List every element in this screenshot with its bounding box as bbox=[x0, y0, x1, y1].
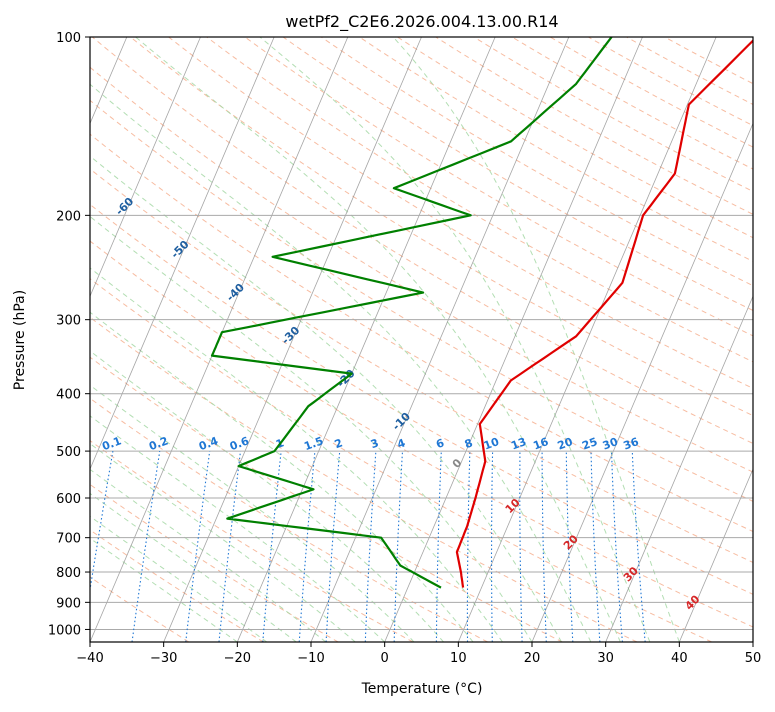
mixing-ratio-label: 0.2 bbox=[147, 434, 170, 453]
isotherm-label: -70 bbox=[58, 152, 81, 175]
x-tick-label: 40 bbox=[671, 651, 688, 666]
isotherm-label: 30 bbox=[621, 564, 641, 584]
y-tick-label: 900 bbox=[56, 596, 81, 611]
mixing-ratio-line bbox=[82, 451, 113, 642]
mixing-ratio-label: 0.4 bbox=[197, 434, 220, 453]
mixing-ratio-line bbox=[365, 451, 376, 642]
plot-area: 0.10.20.40.611.52346810131620253036-100-… bbox=[0, 20, 775, 642]
y-tick-label: 400 bbox=[56, 388, 81, 403]
x-tick-label: 10 bbox=[450, 651, 467, 666]
y-tick-label: 200 bbox=[56, 209, 81, 224]
mixing-ratio-label: 0.6 bbox=[228, 434, 251, 453]
temperature-profile-line bbox=[457, 37, 757, 588]
dry-adiabat-line bbox=[436, 37, 775, 642]
mixing-ratio-line bbox=[591, 451, 600, 642]
isotherm-line bbox=[753, 37, 775, 642]
isotherm-label: -30 bbox=[279, 324, 302, 347]
isotherm-line bbox=[458, 37, 716, 642]
mixing-ratio-line bbox=[492, 451, 493, 642]
dry-adiabat-line bbox=[0, 37, 189, 642]
mixing-ratio-label: 20 bbox=[556, 435, 575, 453]
mixing-ratio-label: 10 bbox=[482, 435, 501, 453]
y-tick-label: 600 bbox=[56, 492, 81, 507]
mixing-ratio-label: 8 bbox=[463, 436, 475, 451]
x-tick-label: −30 bbox=[150, 651, 177, 666]
y-tick-label: 1000 bbox=[48, 623, 81, 638]
isotherm-label: -40 bbox=[224, 281, 247, 304]
isotherm-label: -60 bbox=[113, 195, 136, 218]
moist-adiabat-line bbox=[393, 37, 679, 642]
mixing-ratio-label: 30 bbox=[601, 435, 620, 453]
mixing-ratio-line bbox=[467, 451, 470, 642]
x-tick-label: 0 bbox=[381, 651, 389, 666]
isotherm-line bbox=[606, 37, 775, 642]
dry-adiabat-line bbox=[0, 37, 413, 642]
dry-adiabat-line bbox=[0, 37, 488, 642]
dry-adiabat-line bbox=[359, 37, 775, 642]
x-tick-label: −40 bbox=[76, 651, 103, 666]
y-tick-label: 800 bbox=[56, 566, 81, 581]
isotherm-line bbox=[679, 37, 775, 642]
y-tick-label: 700 bbox=[56, 532, 81, 547]
dry-adiabat-line bbox=[0, 37, 775, 642]
dry-adiabat-line bbox=[665, 37, 775, 642]
isotherm-label: -10 bbox=[390, 410, 413, 433]
mixing-ratio-label: 16 bbox=[531, 435, 550, 453]
isotherm-label: 0 bbox=[450, 456, 465, 471]
moist-adiabat-line bbox=[260, 37, 650, 642]
mixing-ratio-line bbox=[132, 451, 160, 642]
moist-adiabat-line bbox=[0, 293, 237, 642]
dry-adiabat-line bbox=[283, 37, 775, 642]
y-tick-label: 300 bbox=[56, 314, 81, 329]
mixing-ratio-label: 36 bbox=[622, 435, 641, 453]
moist-adiabat-line bbox=[0, 278, 267, 642]
mixing-ratio-label: 2 bbox=[333, 436, 345, 451]
x-tick-label: −20 bbox=[224, 651, 251, 666]
mixing-ratio-label: 1.5 bbox=[302, 434, 325, 453]
y-tick-label: 100 bbox=[56, 31, 81, 46]
dry-adiabat-line bbox=[245, 37, 775, 642]
mixing-ratio-line bbox=[186, 451, 210, 642]
x-tick-label: 30 bbox=[597, 651, 614, 666]
mixing-ratio-line bbox=[299, 451, 315, 642]
dry-adiabat-line bbox=[512, 37, 775, 642]
y-tick-label: 500 bbox=[56, 445, 81, 460]
isotherm-line bbox=[385, 37, 643, 642]
x-tick-label: 20 bbox=[524, 651, 541, 666]
mixing-ratio-label: 25 bbox=[580, 435, 599, 452]
isotherm-label: -50 bbox=[168, 238, 191, 261]
y-axis-label: Pressure (hPa) bbox=[12, 290, 28, 390]
dry-adiabat-line bbox=[588, 37, 775, 642]
dry-adiabat-line bbox=[550, 37, 775, 642]
isotherm-line bbox=[16, 37, 274, 642]
dry-adiabat-line bbox=[0, 37, 712, 642]
isotherm-line bbox=[311, 37, 569, 642]
dewpoint-profile-line bbox=[212, 37, 612, 588]
dry-adiabat-line bbox=[0, 37, 637, 642]
mixing-ratio-label: 4 bbox=[395, 436, 407, 451]
mixing-ratio-line bbox=[520, 451, 522, 642]
x-tick-label: 50 bbox=[745, 651, 762, 666]
x-axis-label: Temperature (°C) bbox=[361, 681, 483, 697]
x-tick-label: −10 bbox=[297, 651, 324, 666]
mixing-ratio-label: 3 bbox=[369, 436, 381, 451]
dry-adiabat-line bbox=[0, 37, 264, 642]
mixing-ratio-line bbox=[436, 451, 441, 642]
mixing-ratio-line bbox=[219, 451, 241, 642]
isotherm-label: -80 bbox=[2, 109, 25, 132]
dry-adiabat-line bbox=[130, 37, 775, 642]
moist-adiabat-line bbox=[0, 94, 502, 642]
chart-title: wetPf2_C2E6.2026.004.13.00.R14 bbox=[285, 12, 558, 32]
